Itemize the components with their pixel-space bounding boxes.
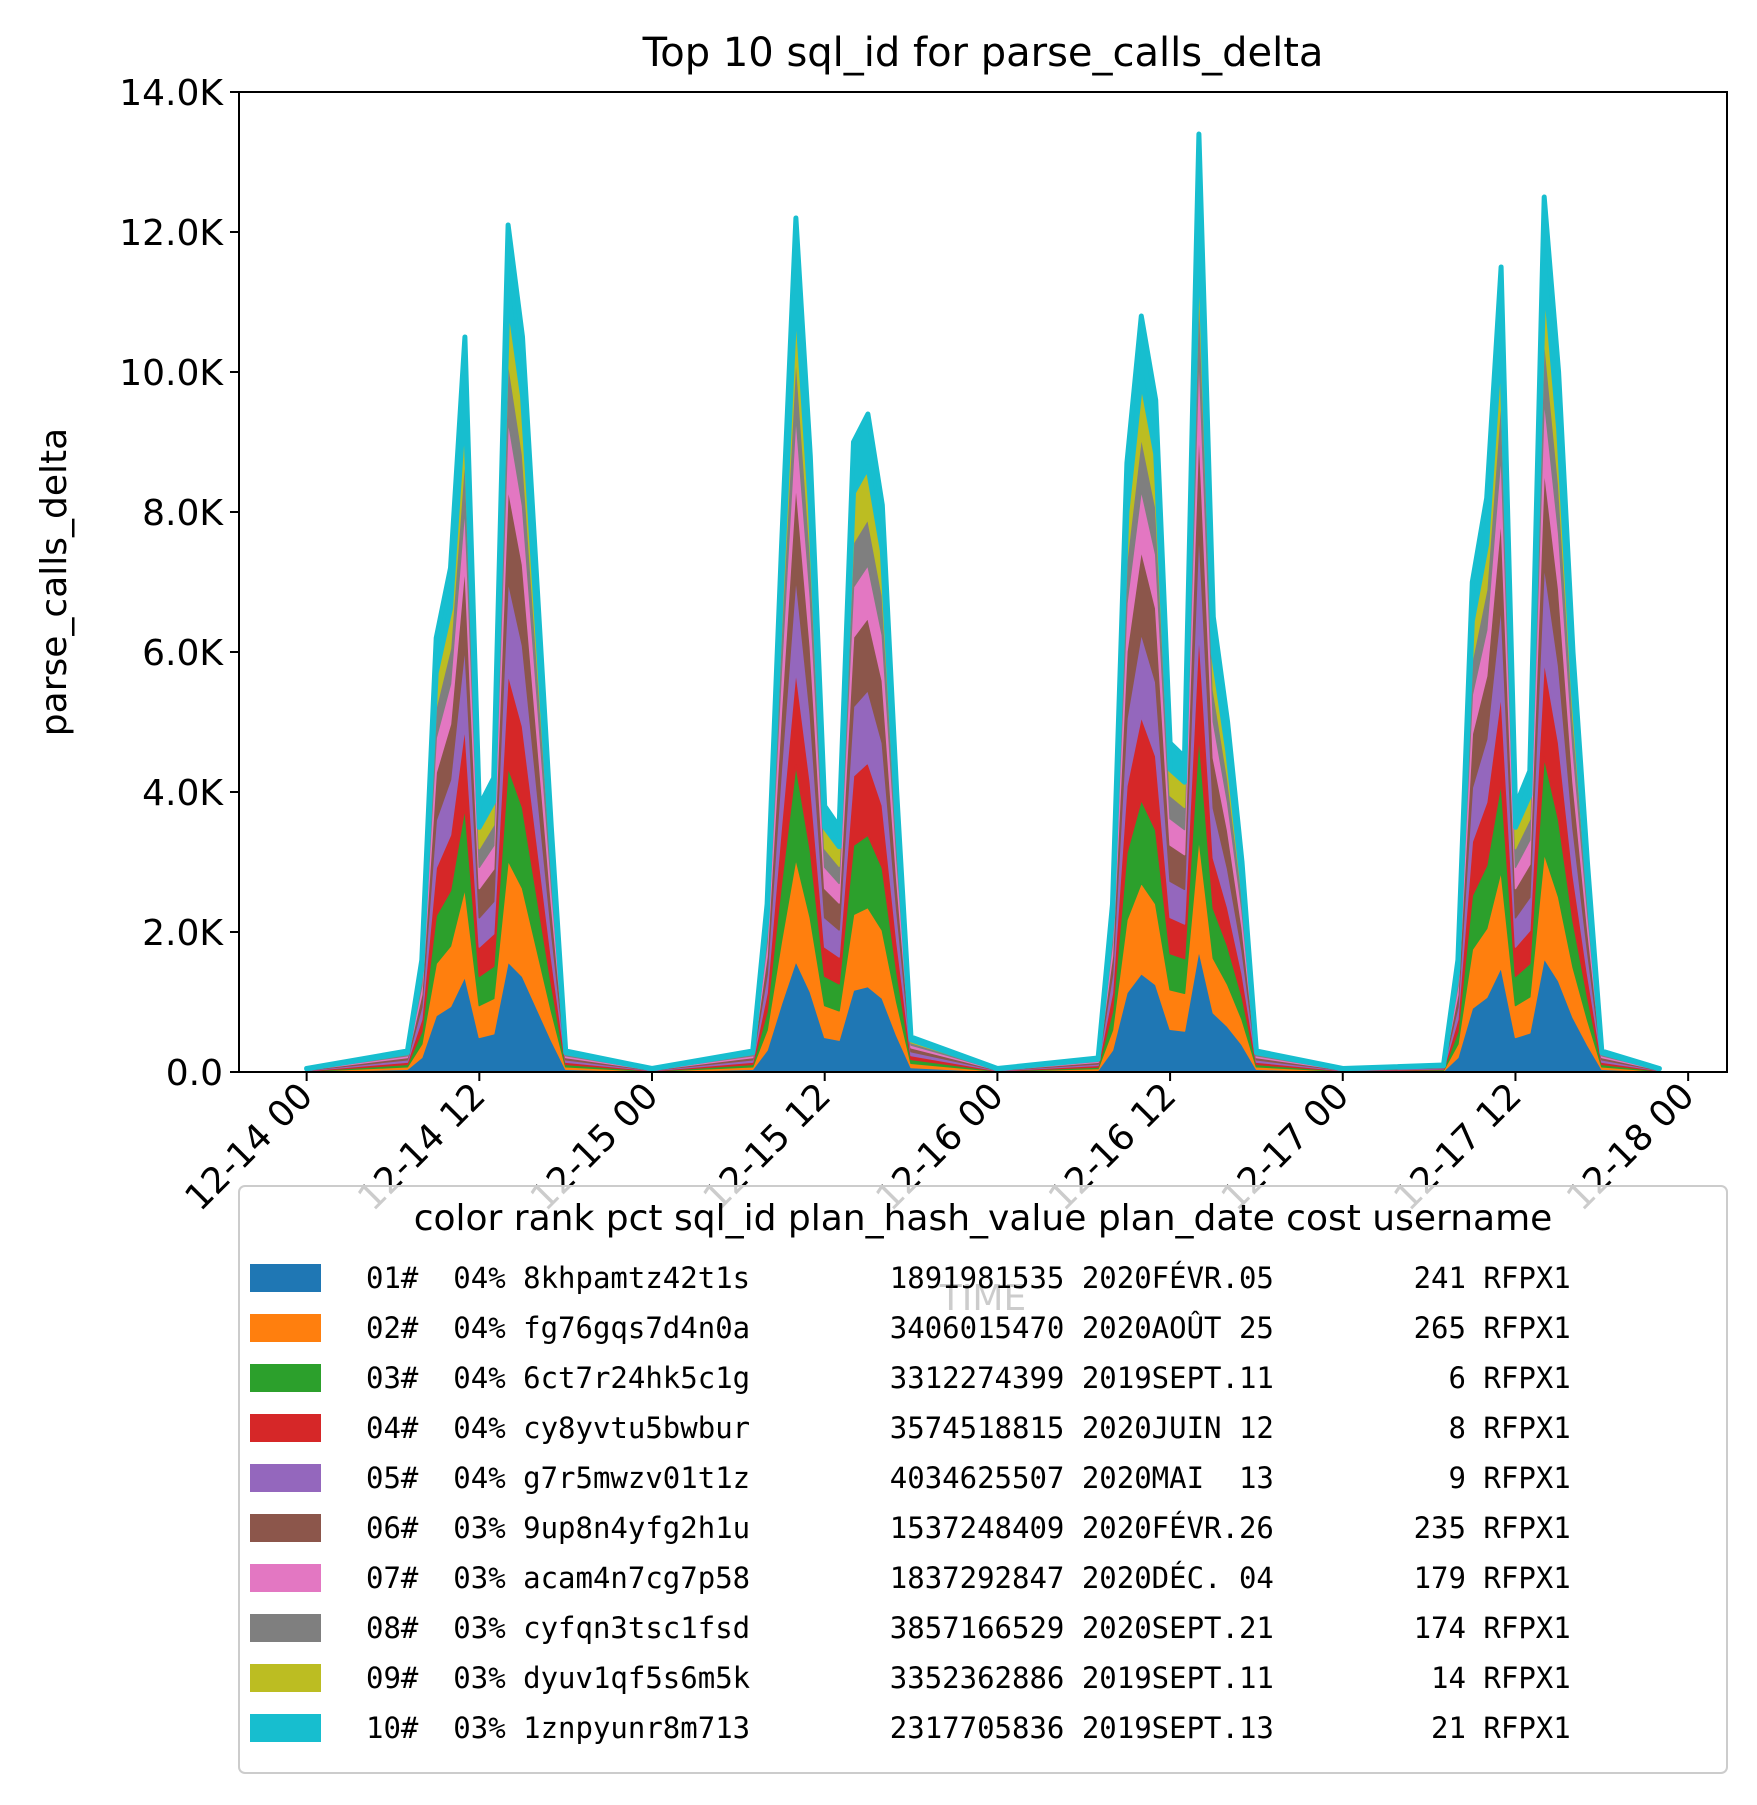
y-axis-label: parse_calls_delta bbox=[34, 428, 75, 736]
y-tick-label: 14.0K bbox=[119, 73, 224, 114]
legend-label: 08# 03% cyfqn3tsc1fsd 3857166529 2020SEP… bbox=[366, 1611, 1571, 1645]
legend-swatch bbox=[250, 1464, 321, 1492]
legend-swatch bbox=[250, 1414, 321, 1442]
y-tick-label: 6.0K bbox=[142, 633, 224, 674]
y-tick-label: 8.0K bbox=[142, 493, 224, 534]
legend-swatch bbox=[250, 1264, 321, 1292]
y-tick-label: 0.0 bbox=[166, 1053, 223, 1094]
legend-title: color rank pct sql_id plan_hash_value pl… bbox=[414, 1198, 1553, 1239]
y-tick-label: 12.0K bbox=[119, 213, 224, 254]
legend-label: 01# 04% 8khpamtz42t1s 1891981535 2020FÉV… bbox=[366, 1261, 1571, 1295]
legend-box bbox=[238, 1185, 1728, 1774]
legend-label: 02# 04% fg76gqs7d4n0a 3406015470 2020AOÛ… bbox=[366, 1311, 1571, 1345]
legend-label: 07# 03% acam4n7cg7p58 1837292847 2020DÉC… bbox=[366, 1561, 1571, 1595]
plot-frame bbox=[238, 91, 1728, 1073]
legend-swatch bbox=[250, 1714, 321, 1742]
legend-swatch bbox=[250, 1514, 321, 1542]
chart-title: Top 10 sql_id for parse_calls_delta bbox=[642, 30, 1324, 76]
legend-label: 03# 04% 6ct7r24hk5c1g 3312274399 2019SEP… bbox=[366, 1361, 1571, 1395]
y-tick-label: 10.0K bbox=[119, 353, 224, 394]
legend-label: 04# 04% cy8yvtu5bwbur 3574518815 2020JUI… bbox=[366, 1411, 1571, 1445]
y-tick-label: 2.0K bbox=[142, 913, 224, 954]
legend-label: 10# 03% 1znpyunr8m713 2317705836 2019SEP… bbox=[366, 1711, 1571, 1745]
legend-label: 06# 03% 9up8n4yfg2h1u 1537248409 2020FÉV… bbox=[366, 1511, 1571, 1545]
legend-swatch bbox=[250, 1564, 321, 1592]
area bbox=[304, 131, 1662, 1072]
legend-label: 09# 03% dyuv1qf5s6m5k 3352362886 2019SEP… bbox=[366, 1661, 1571, 1695]
legend-swatch bbox=[250, 1364, 321, 1392]
legend-swatch bbox=[250, 1664, 321, 1692]
legend-swatch bbox=[250, 1314, 321, 1342]
legend-label: 05# 04% g7r5mwzv01t1z 4034625507 2020MAI… bbox=[366, 1461, 1571, 1495]
y-tick-label: 4.0K bbox=[142, 773, 224, 814]
legend-swatch bbox=[250, 1614, 321, 1642]
